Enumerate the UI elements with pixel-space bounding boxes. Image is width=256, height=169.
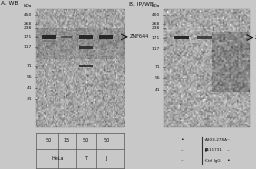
Text: 400: 400 — [152, 13, 160, 17]
Text: 268: 268 — [24, 22, 32, 26]
Text: 171: 171 — [24, 35, 32, 39]
Text: ZNF644: ZNF644 — [129, 34, 148, 39]
Text: 450: 450 — [24, 13, 32, 17]
Bar — [79, 46, 93, 49]
Text: A. WB: A. WB — [1, 1, 19, 6]
Text: 117: 117 — [24, 45, 32, 50]
Text: 268: 268 — [152, 22, 160, 26]
Text: 41: 41 — [155, 88, 160, 92]
Text: 71: 71 — [27, 64, 32, 68]
Bar — [164, 9, 250, 127]
Text: –: – — [204, 138, 206, 142]
Text: B. IP/WB: B. IP/WB — [129, 1, 154, 6]
Bar — [41, 35, 56, 39]
Text: 31: 31 — [27, 97, 32, 101]
Text: 55: 55 — [154, 76, 160, 80]
Text: 238: 238 — [152, 26, 160, 30]
Bar — [36, 9, 124, 127]
Text: –: – — [180, 148, 183, 153]
Bar — [41, 43, 56, 44]
Text: 171: 171 — [152, 35, 160, 40]
Text: A303-278A: A303-278A — [205, 138, 228, 142]
Text: BL11731: BL11731 — [205, 148, 223, 152]
Bar — [197, 36, 212, 39]
Text: 55: 55 — [26, 75, 32, 79]
Text: 117: 117 — [152, 47, 160, 51]
Text: –: – — [227, 138, 229, 142]
Bar — [220, 78, 236, 79]
Bar — [99, 35, 113, 39]
Bar — [174, 36, 189, 39]
Bar — [79, 35, 93, 39]
Text: HeLa: HeLa — [51, 156, 64, 161]
Bar — [79, 65, 93, 67]
Text: 50: 50 — [83, 138, 89, 143]
Text: T: T — [84, 156, 87, 161]
Text: Ctrl IgG: Ctrl IgG — [205, 159, 220, 163]
Text: 15: 15 — [63, 138, 70, 143]
Bar — [61, 36, 72, 38]
Text: •: • — [180, 138, 184, 142]
Text: 50: 50 — [103, 138, 109, 143]
Text: 50: 50 — [46, 138, 52, 143]
Text: ZNF644: ZNF644 — [255, 35, 256, 40]
Text: –: – — [204, 158, 206, 163]
Text: 41: 41 — [27, 86, 32, 90]
Text: •: • — [226, 158, 230, 163]
Text: IP: IP — [205, 148, 209, 153]
Text: kDa: kDa — [24, 4, 32, 8]
Text: 238: 238 — [24, 26, 32, 30]
Text: –: – — [227, 148, 229, 153]
Bar — [174, 78, 189, 79]
Text: kDa: kDa — [152, 4, 160, 8]
Text: J: J — [105, 156, 107, 161]
Text: •: • — [203, 148, 207, 153]
Text: 71: 71 — [155, 65, 160, 69]
Bar — [41, 40, 56, 42]
Text: –: – — [180, 158, 183, 163]
